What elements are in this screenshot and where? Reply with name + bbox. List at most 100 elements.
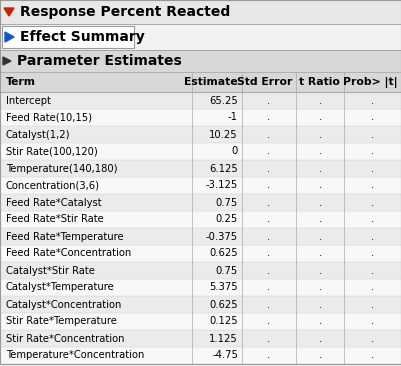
Text: Feed Rate(10,15): Feed Rate(10,15) [6, 112, 92, 123]
Bar [0, 245, 401, 262]
Text: .: . [318, 299, 322, 310]
Text: t Ratio: t Ratio [299, 77, 340, 87]
Text: Prob> |t|: Prob> |t| [343, 76, 398, 87]
Text: 10.25: 10.25 [209, 130, 238, 139]
Bar [0, 143, 401, 160]
Text: .: . [318, 112, 322, 123]
Polygon shape [3, 57, 11, 65]
Bar [0, 72, 401, 92]
Text: Temperature*Concentration: Temperature*Concentration [6, 351, 144, 361]
Text: 65.25: 65.25 [209, 96, 238, 105]
Text: .: . [371, 299, 374, 310]
Text: .: . [318, 232, 322, 242]
Text: .: . [371, 249, 374, 258]
Bar [0, 24, 401, 50]
Text: 0.75: 0.75 [216, 198, 238, 208]
Text: .: . [267, 317, 271, 326]
Text: Catalyst*Temperature: Catalyst*Temperature [6, 283, 115, 292]
Text: .: . [318, 333, 322, 344]
Text: 0.25: 0.25 [216, 214, 238, 224]
Text: .: . [318, 214, 322, 224]
Bar [0, 92, 401, 109]
Bar [0, 211, 401, 228]
Text: Parameter Estimates: Parameter Estimates [17, 54, 182, 68]
Text: .: . [267, 180, 271, 190]
Bar [0, 177, 401, 194]
Bar [0, 296, 401, 313]
Text: .: . [318, 317, 322, 326]
Text: .: . [267, 299, 271, 310]
Text: Response Percent Reacted: Response Percent Reacted [20, 5, 230, 19]
Bar [0, 194, 401, 211]
Text: .: . [267, 249, 271, 258]
Text: .: . [267, 96, 271, 105]
Text: .: . [318, 198, 322, 208]
Text: 0.75: 0.75 [216, 265, 238, 276]
Text: .: . [371, 317, 374, 326]
Bar [0, 126, 401, 143]
Text: .: . [318, 180, 322, 190]
Text: .: . [371, 96, 374, 105]
Text: .: . [371, 164, 374, 173]
Text: .: . [371, 180, 374, 190]
Text: .: . [267, 351, 271, 361]
Text: -3.125: -3.125 [206, 180, 238, 190]
Text: .: . [318, 249, 322, 258]
Text: .: . [267, 130, 271, 139]
Bar [0, 109, 401, 126]
Text: Catalyst(1,2): Catalyst(1,2) [6, 130, 71, 139]
Polygon shape [5, 32, 14, 42]
Text: .: . [267, 333, 271, 344]
Text: Feed Rate*Stir Rate: Feed Rate*Stir Rate [6, 214, 104, 224]
Text: .: . [267, 232, 271, 242]
Text: 0.125: 0.125 [209, 317, 238, 326]
Text: .: . [371, 232, 374, 242]
Text: .: . [371, 283, 374, 292]
Text: Temperature(140,180): Temperature(140,180) [6, 164, 117, 173]
Text: .: . [318, 164, 322, 173]
Text: .: . [371, 214, 374, 224]
Text: -0.375: -0.375 [206, 232, 238, 242]
Text: Stir Rate*Concentration: Stir Rate*Concentration [6, 333, 124, 344]
Text: .: . [371, 112, 374, 123]
Text: .: . [267, 164, 271, 173]
Text: Concentration(3,6): Concentration(3,6) [6, 180, 100, 190]
Bar [0, 160, 401, 177]
Bar [0, 330, 401, 347]
Text: .: . [318, 351, 322, 361]
Text: Feed Rate*Concentration: Feed Rate*Concentration [6, 249, 131, 258]
Text: .: . [267, 146, 271, 157]
Text: .: . [267, 112, 271, 123]
Text: Stir Rate(100,120): Stir Rate(100,120) [6, 146, 98, 157]
Bar [2, 26, 134, 48]
Text: Term: Term [6, 77, 36, 87]
Text: .: . [318, 283, 322, 292]
Text: -1: -1 [228, 112, 238, 123]
Text: Effect Summary: Effect Summary [20, 30, 145, 44]
Text: .: . [371, 198, 374, 208]
Text: .: . [267, 214, 271, 224]
Text: Feed Rate*Catalyst: Feed Rate*Catalyst [6, 198, 101, 208]
Text: .: . [371, 130, 374, 139]
Text: .: . [318, 96, 322, 105]
Text: Catalyst*Concentration: Catalyst*Concentration [6, 299, 122, 310]
Text: 6.125: 6.125 [209, 164, 238, 173]
Text: 0.625: 0.625 [209, 249, 238, 258]
Text: .: . [267, 198, 271, 208]
Bar [0, 347, 401, 364]
Text: Std Error: Std Error [237, 77, 292, 87]
Text: .: . [371, 265, 374, 276]
Bar [0, 313, 401, 330]
Text: .: . [267, 283, 271, 292]
Text: -4.75: -4.75 [212, 351, 238, 361]
Bar [0, 0, 401, 24]
Text: .: . [371, 333, 374, 344]
Text: Estimate: Estimate [184, 77, 238, 87]
Text: 0: 0 [232, 146, 238, 157]
Text: Stir Rate*Temperature: Stir Rate*Temperature [6, 317, 117, 326]
Text: .: . [267, 265, 271, 276]
Bar [0, 279, 401, 296]
Bar [0, 50, 401, 72]
Text: .: . [371, 351, 374, 361]
Bar [0, 262, 401, 279]
